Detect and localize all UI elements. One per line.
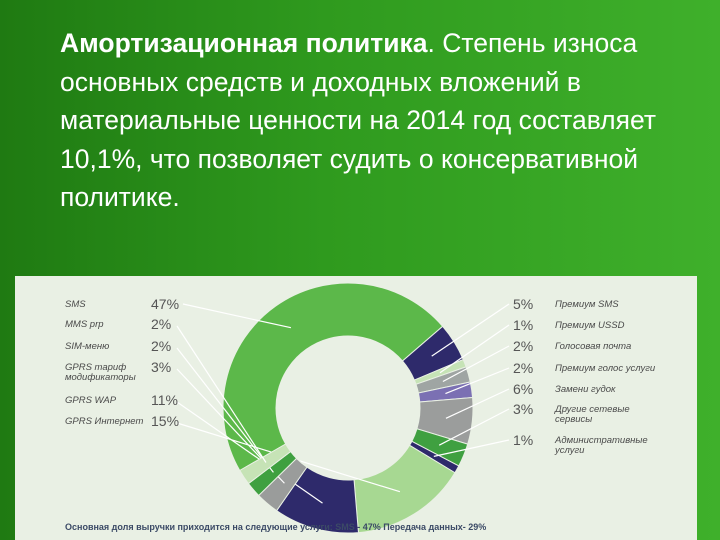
- legend-label: Голосовая почта: [555, 341, 632, 352]
- leader-line: [431, 303, 510, 357]
- legend-label: Другие сетевые сервисы: [555, 404, 630, 425]
- leader-line: [445, 388, 510, 419]
- donut-slice: [239, 443, 292, 485]
- legend-label: Премиум SMS: [555, 299, 619, 310]
- value-label: 5%: [513, 296, 534, 312]
- slide-text: Амортизационная политика. Степень износа…: [60, 24, 680, 217]
- value-label: 47%: [151, 296, 180, 312]
- donut-slice: [222, 282, 444, 472]
- value-label: 1%: [513, 317, 534, 333]
- legend-label: SIM-меню: [65, 341, 110, 352]
- slide-body: . Степень износа основных средств и дохо…: [60, 28, 656, 212]
- leader-line: [176, 325, 267, 463]
- value-label: 2%: [513, 360, 534, 376]
- leader-line: [176, 347, 274, 473]
- value-label: 11%: [151, 392, 178, 408]
- leader-line: [442, 345, 510, 383]
- legend-label: Премиум голос услуги: [555, 363, 656, 374]
- chart-note: Основная доля выручки приходится на след…: [65, 522, 487, 532]
- leader-line: [176, 401, 323, 504]
- value-label: 2%: [513, 338, 534, 354]
- value-label: 2%: [151, 316, 172, 332]
- slide-title: Амортизационная политика: [60, 28, 428, 58]
- value-label: 3%: [513, 401, 534, 417]
- value-label: 15%: [151, 413, 180, 429]
- leader-line: [182, 303, 292, 329]
- legend-label: GPRS тариф модификаторы: [65, 362, 136, 383]
- legend-label: Административные услуги: [555, 435, 648, 456]
- donut-chart: [176, 282, 510, 534]
- value-label: 6%: [513, 381, 534, 397]
- leader-line: [433, 439, 510, 457]
- leader-line: [445, 367, 510, 395]
- leader-line: [439, 324, 510, 374]
- chart-panel: Основная доля выручки приходится на след…: [15, 276, 697, 540]
- value-label: 3%: [151, 359, 172, 375]
- leader-line: [438, 408, 510, 446]
- legend-label: MMS prp: [65, 319, 104, 330]
- legend-label: Замени гудок: [555, 384, 616, 395]
- legend-label: GPRS Интернет: [65, 416, 144, 427]
- legend-label: Премиум USSD: [555, 320, 625, 331]
- value-label: 2%: [151, 338, 172, 354]
- value-label: 1%: [513, 432, 534, 448]
- legend-label: GPRS WAP: [65, 395, 117, 406]
- legend-label: SMS: [65, 299, 86, 310]
